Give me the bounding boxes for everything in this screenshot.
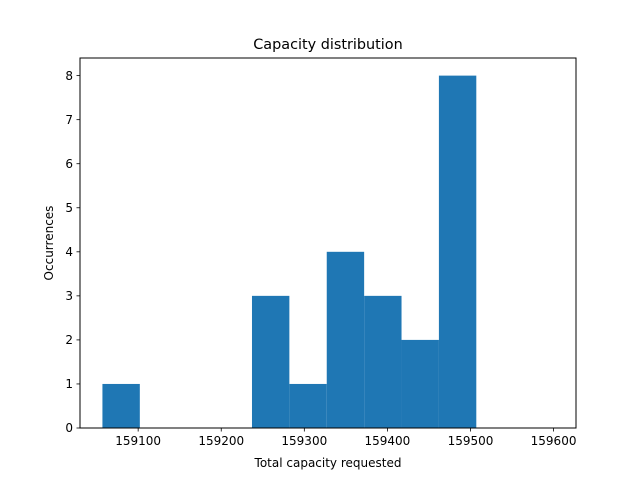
- x-tick-label: 159300: [281, 434, 327, 448]
- x-axis-ticks: 159100 159200 159300 159400 159500 159600: [115, 428, 576, 448]
- histogram-bar: [326, 251, 365, 428]
- y-tick-label: 7: [65, 113, 73, 127]
- histogram-bar: [289, 383, 327, 428]
- x-tick-label: 159600: [531, 434, 577, 448]
- histogram-bar: [102, 383, 140, 428]
- x-tick-label: 159500: [448, 434, 494, 448]
- y-tick-label: 3: [65, 289, 73, 303]
- bars-layer: [102, 75, 477, 429]
- histogram-bar: [401, 339, 439, 428]
- histogram-bar: [251, 295, 290, 428]
- chart-title: Capacity distribution: [253, 37, 402, 53]
- histogram-bar: [364, 295, 402, 428]
- plot-frame: [79, 57, 577, 429]
- y-axis-ticks: 0 1 2 3 4 5 6 7 8: [65, 69, 80, 435]
- y-tick-label: 1: [65, 377, 73, 391]
- y-tick-label: 6: [65, 157, 73, 171]
- y-tick-label: 8: [65, 69, 73, 83]
- y-axis-label: Occurrences: [42, 206, 56, 281]
- x-tick-label: 159400: [364, 434, 410, 448]
- x-tick-label: 159200: [198, 434, 244, 448]
- y-tick-label: 5: [65, 201, 73, 215]
- x-axis-label: Total capacity requested: [254, 456, 402, 470]
- x-tick-label: 159100: [115, 434, 161, 448]
- histogram-bar: [438, 75, 477, 429]
- y-tick-label: 4: [65, 245, 73, 259]
- y-tick-label: 2: [65, 333, 73, 347]
- y-tick-label: 0: [65, 421, 73, 435]
